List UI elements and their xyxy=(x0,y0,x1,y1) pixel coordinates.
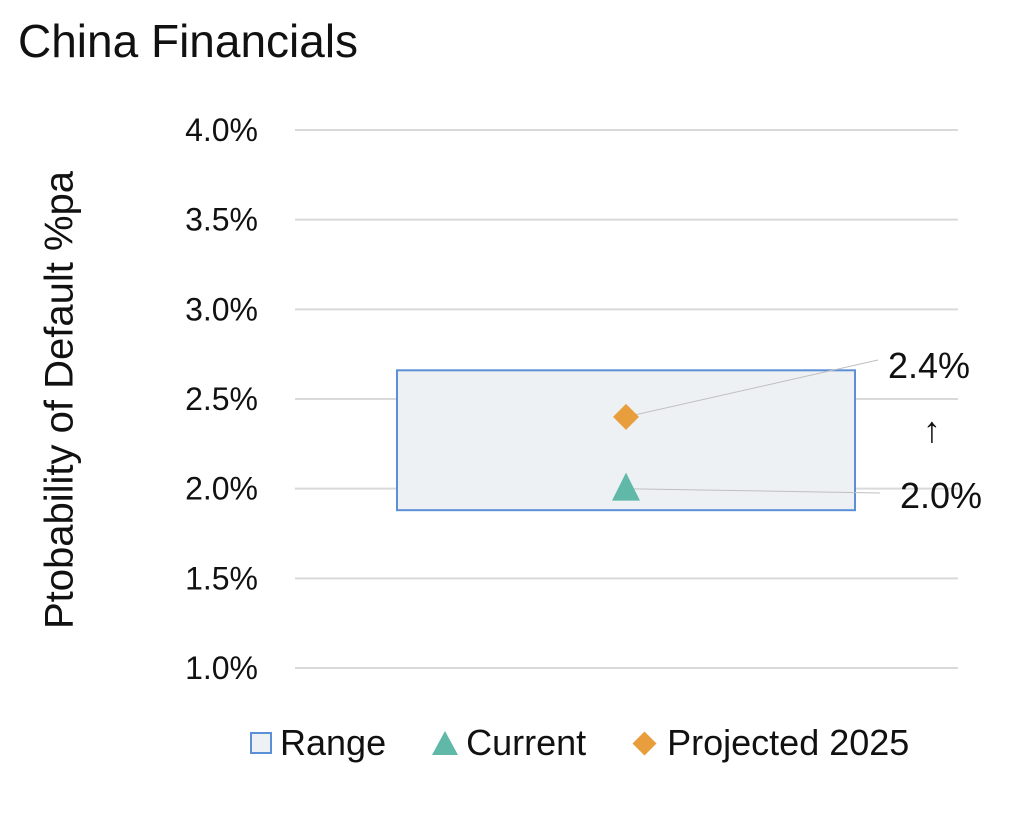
legend-item-current: Current xyxy=(432,722,586,764)
y-tick-label: 2.0% xyxy=(185,471,258,507)
projected-leader-line xyxy=(625,359,879,418)
chart-title: China Financials xyxy=(18,15,359,67)
legend-projected-label: Projected 2025 xyxy=(667,722,910,763)
up-arrow-icon: ↑ xyxy=(923,409,941,450)
current-leader-line xyxy=(625,488,881,494)
legend-current-swatch xyxy=(432,731,459,755)
y-tick-label: 1.0% xyxy=(185,650,258,686)
legend-item-projected: Projected 2025 xyxy=(632,722,909,764)
legend: Range Current Projected 2025 xyxy=(250,722,909,764)
legend-current-label: Current xyxy=(466,722,587,763)
current-value-label: 2.0% xyxy=(900,475,982,516)
current-marker xyxy=(612,472,640,501)
y-tick-label: 2.5% xyxy=(185,381,258,417)
y-tick-label: 4.0% xyxy=(185,112,258,148)
y-tick-label: 3.0% xyxy=(185,291,258,327)
legend-range-swatch xyxy=(250,732,272,754)
legend-item-range: Range xyxy=(250,722,386,764)
projected-value-label: 2.4% xyxy=(888,345,970,386)
projected-marker xyxy=(613,403,639,430)
y-tick-label: 3.5% xyxy=(185,202,258,238)
legend-projected-swatch xyxy=(632,730,657,756)
y-tick-label: 1.5% xyxy=(185,560,258,596)
legend-range-label: Range xyxy=(280,722,387,763)
